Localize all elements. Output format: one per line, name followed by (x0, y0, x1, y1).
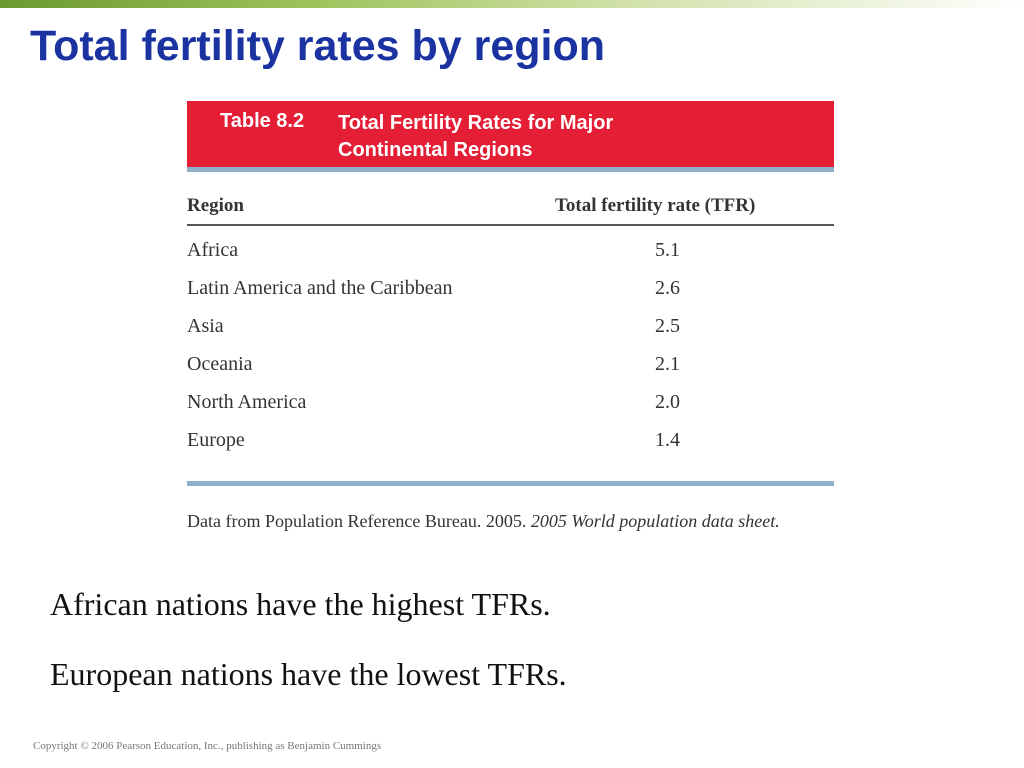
region-cell: Africa (187, 239, 239, 261)
top-accent-bar (0, 0, 1024, 8)
copyright-footer: Copyright © 2006 Pearson Education, Inc.… (33, 740, 382, 752)
table-header-band: Table 8.2 Total Fertility Rates for Majo… (187, 101, 834, 167)
source-title: 2005 World population data sheet. (530, 511, 780, 531)
slide-title: Total fertility rates by region (30, 22, 606, 70)
table-column-headers: Region Total fertility rate (TFR) (187, 172, 834, 226)
table-row: Africa 5.1 (187, 235, 834, 273)
region-cell: Latin America and the Caribbean (187, 277, 453, 299)
tfr-cell: 2.0 (655, 391, 680, 413)
table-number: Table 8.2 (220, 110, 305, 132)
tfr-cell: 2.6 (655, 277, 680, 299)
table-bottom-rule (187, 481, 834, 486)
bullet-lowest-tfr: European nations have the lowest TFRs. (50, 656, 567, 692)
region-cell: Asia (187, 315, 224, 337)
region-cell: North America (187, 391, 307, 413)
table-top-rule (187, 167, 834, 172)
table-caption-line-1: Total Fertility Rates for Major (338, 112, 614, 134)
column-header-region: Region (187, 195, 244, 216)
region-cell: Oceania (187, 353, 253, 375)
table-caption: Total Fertility Rates for Major Continen… (338, 110, 613, 164)
bullet-highest-tfr: African nations have the highest TFRs. (50, 586, 551, 622)
tfr-cell: 2.5 (655, 315, 680, 337)
tfr-cell: 5.1 (655, 239, 680, 261)
source-text: Data from Population Reference Bureau. 2… (187, 511, 527, 531)
tfr-cell: 2.1 (655, 353, 680, 375)
table-row: North America 2.0 (187, 387, 834, 425)
table-row: Oceania 2.1 (187, 349, 834, 387)
table-source-note: Data from Population Reference Bureau. 2… (187, 508, 807, 535)
table-caption-line-2: Continental Regions (338, 139, 533, 161)
table-row: Latin America and the Caribbean 2.6 (187, 273, 834, 311)
table-body: Africa 5.1 Latin America and the Caribbe… (187, 226, 834, 481)
column-header-tfr: Total fertility rate (TFR) (555, 195, 756, 216)
fertility-table: Table 8.2 Total Fertility Rates for Majo… (187, 101, 834, 535)
tfr-cell: 1.4 (655, 429, 680, 451)
table-row: Asia 2.5 (187, 311, 834, 349)
region-cell: Europe (187, 429, 245, 451)
table-row: Europe 1.4 (187, 425, 834, 463)
